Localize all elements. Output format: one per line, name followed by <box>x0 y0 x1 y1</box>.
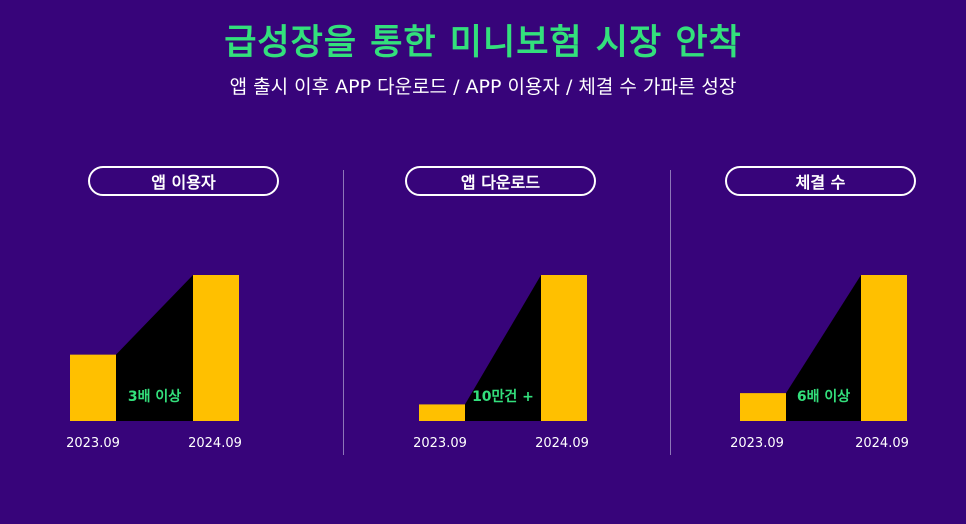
chart-app-downloads: 10만건 + 2023.09 2024.09 <box>413 275 589 451</box>
chart-app-users: 3배 이상 2023.09 2024.09 <box>66 275 242 451</box>
bar-2023.09 <box>70 354 116 421</box>
panel-divider <box>343 170 344 455</box>
bar-2023.09 <box>419 404 465 421</box>
bar-2024.09 <box>861 275 907 421</box>
bar-2023.09 <box>740 393 786 421</box>
page-title: 급성장을 통한 미니보험 시장 안착 <box>224 23 742 63</box>
growth-annotation: 3배 이상 <box>128 388 181 405</box>
bar-2024.09 <box>193 275 239 421</box>
x-tick-label: 2023.09 <box>66 436 120 451</box>
bar-2024.09 <box>541 275 587 421</box>
x-tick-label: 2024.09 <box>535 436 589 451</box>
chart-title-app-downloads: 앱 다운로드 <box>405 166 596 196</box>
x-tick-label: 2024.09 <box>188 436 242 451</box>
growth-shadow <box>465 275 541 421</box>
growth-annotation: 6배 이상 <box>797 388 850 405</box>
chart-panel-app-downloads: 앱 다운로드 10만건 + 2023.09 2024.09 <box>405 166 596 451</box>
chart-panel-app-users: 앱 이용자 3배 이상 2023.09 2024.09 <box>0 0 343 524</box>
growth-shadow <box>786 275 861 421</box>
panel-divider <box>670 170 671 455</box>
growth-shadow <box>116 275 193 421</box>
page-subtitle: 앱 출시 이후 APP 다운로드 / APP 이용자 / 체결 수 가파른 성장 <box>229 76 737 98</box>
x-tick-label: 2023.09 <box>413 436 467 451</box>
x-tick-label: 2024.09 <box>855 436 909 451</box>
x-tick-label: 2023.09 <box>730 436 784 451</box>
chart-title-contracts: 체결 수 <box>725 166 916 196</box>
chart-title-app-users: 앱 이용자 <box>88 166 279 196</box>
growth-annotation: 10만건 + <box>472 388 534 405</box>
